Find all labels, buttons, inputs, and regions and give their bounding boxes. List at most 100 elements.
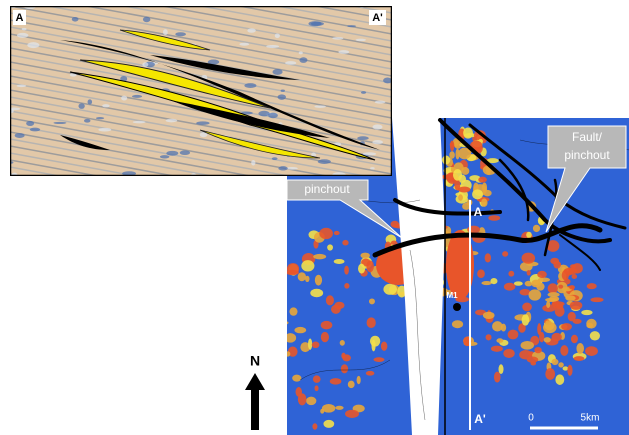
- anomaly: [311, 341, 320, 349]
- speckle: [159, 155, 170, 159]
- section-label-left: A: [16, 12, 24, 24]
- anomaly: [371, 339, 376, 352]
- speckle: [122, 171, 137, 176]
- anomaly: [373, 357, 385, 362]
- speckle: [175, 32, 186, 37]
- anomaly: [463, 133, 477, 138]
- anomaly: [390, 220, 400, 228]
- speckle: [274, 33, 280, 39]
- speckle: [120, 75, 128, 82]
- speckle: [372, 124, 383, 130]
- anomaly: [335, 405, 344, 410]
- anomaly: [586, 322, 594, 329]
- reflector: [10, 138, 215, 176]
- anomaly: [543, 337, 551, 343]
- anomaly: [300, 342, 311, 353]
- reflector: [10, 33, 392, 105]
- line-end-label: A': [474, 412, 486, 426]
- anomaly: [542, 304, 557, 312]
- anomaly: [513, 281, 523, 286]
- north-arrow: [245, 373, 265, 430]
- anomaly: [306, 396, 317, 406]
- anomaly: [272, 306, 284, 315]
- section-label-right: A': [372, 12, 383, 24]
- anomaly: [519, 261, 533, 272]
- speckle: [310, 21, 324, 26]
- speckle: [10, 107, 21, 111]
- anomaly: [314, 385, 319, 392]
- speckle: [355, 38, 367, 42]
- anomaly: [287, 333, 297, 343]
- anomaly: [537, 277, 550, 283]
- reflector: [10, 110, 369, 176]
- anomaly: [518, 323, 526, 333]
- speckle: [98, 127, 112, 132]
- anomaly: [572, 318, 582, 324]
- reflector: [10, 6, 392, 77]
- speckle: [332, 37, 344, 40]
- reflector: [10, 103, 392, 175]
- anomaly: [503, 282, 516, 291]
- speckle: [132, 120, 146, 124]
- anomaly: [500, 323, 507, 332]
- anomaly: [344, 265, 349, 275]
- speckle: [240, 111, 253, 115]
- anomaly: [548, 296, 560, 302]
- anomaly: [329, 378, 342, 385]
- label-box: [13, 10, 26, 25]
- anomaly: [449, 151, 455, 159]
- callout-pinchout: [286, 179, 403, 239]
- anomaly: [289, 307, 298, 316]
- speckle: [207, 59, 220, 65]
- anomaly: [532, 224, 541, 233]
- anomaly: [341, 352, 346, 359]
- anomaly: [550, 257, 560, 265]
- anomaly: [325, 295, 334, 306]
- scale-end: 5km: [581, 413, 600, 424]
- anomaly: [458, 186, 471, 193]
- speckle: [286, 166, 298, 170]
- speckle: [338, 50, 350, 54]
- speckle: [131, 94, 143, 98]
- speckle: [258, 110, 270, 117]
- reflector: [44, 6, 392, 70]
- anomaly: [493, 371, 501, 383]
- reflector: [270, 6, 392, 28]
- line-start-label: A: [474, 205, 483, 219]
- well: [453, 303, 461, 311]
- speckle: [244, 83, 257, 89]
- anomaly: [452, 169, 463, 181]
- reflector: [10, 131, 253, 176]
- anomaly: [312, 423, 318, 430]
- anomaly: [308, 338, 313, 350]
- speckle: [78, 103, 85, 109]
- callout-text: pinchout: [564, 148, 610, 162]
- anomaly: [287, 351, 291, 357]
- anomaly: [339, 339, 345, 346]
- speckle: [163, 29, 168, 36]
- speckle: [360, 91, 367, 94]
- anomaly: [581, 309, 593, 316]
- speckle: [383, 77, 392, 84]
- anomaly: [482, 311, 495, 320]
- amplitude-anomalies: [272, 126, 604, 430]
- anomaly: [368, 298, 375, 305]
- speckle: [347, 25, 357, 28]
- anomaly: [356, 375, 361, 385]
- speckle: [166, 150, 179, 156]
- speckle: [71, 16, 79, 22]
- anomaly: [478, 176, 487, 183]
- speckle: [87, 99, 93, 105]
- anomaly: [486, 158, 499, 164]
- anomaly: [333, 259, 345, 264]
- reflector: [10, 75, 392, 147]
- anomaly: [551, 332, 562, 342]
- anomaly: [345, 409, 359, 419]
- anomaly: [472, 189, 483, 200]
- speckle: [16, 32, 29, 38]
- anomaly: [481, 198, 488, 207]
- anomaly: [554, 305, 565, 317]
- speckle: [26, 120, 35, 127]
- anomaly: [481, 281, 492, 286]
